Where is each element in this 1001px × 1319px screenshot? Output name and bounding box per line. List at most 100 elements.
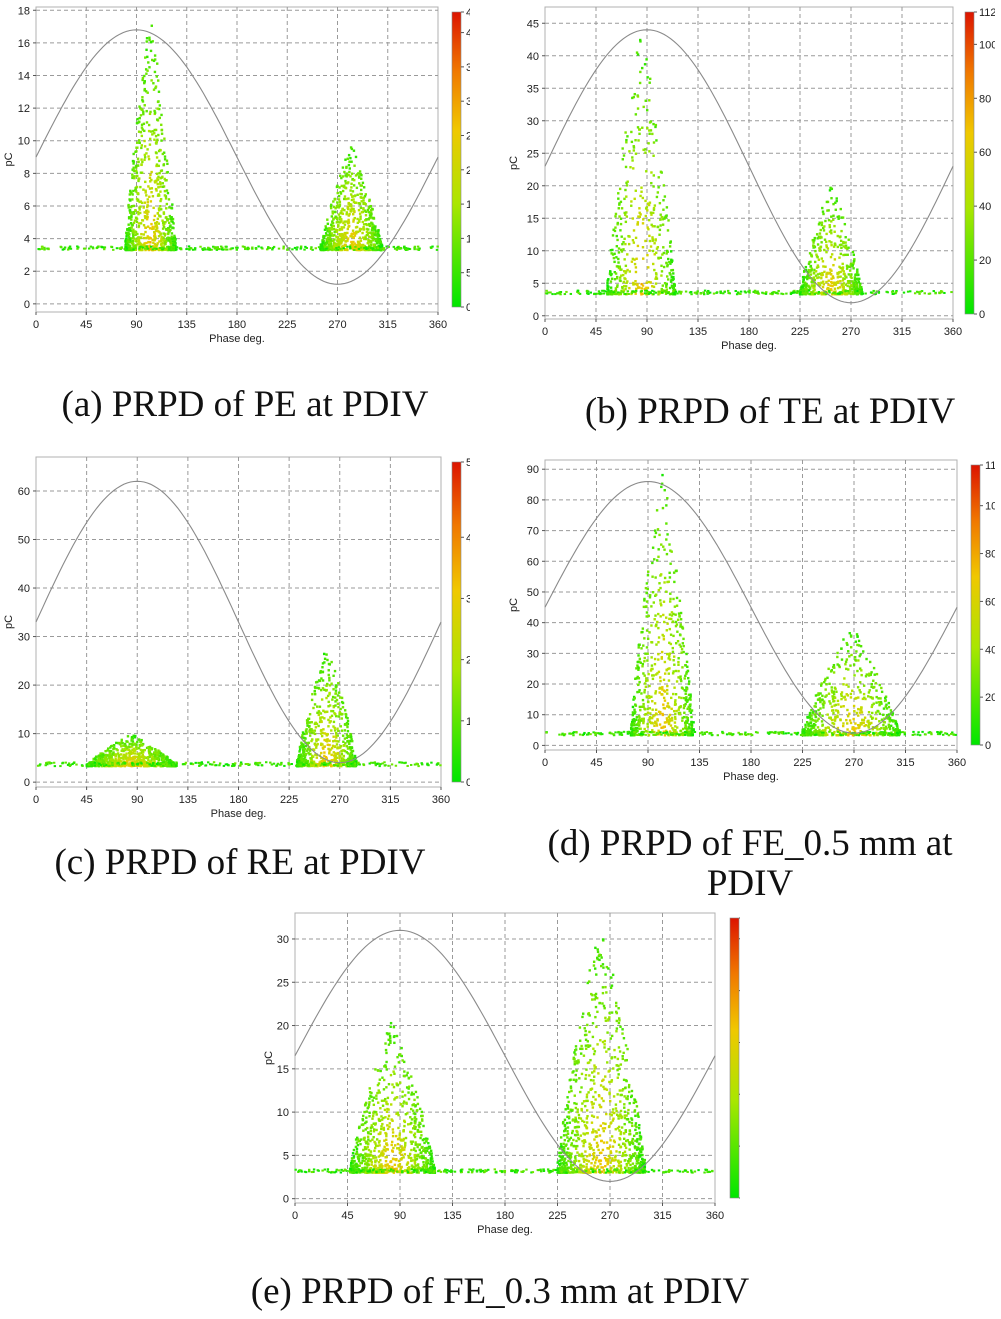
x-tick-label: 360	[429, 319, 447, 331]
data-point	[671, 726, 674, 730]
data-point	[153, 238, 156, 242]
data-point	[344, 712, 347, 716]
y-tick-label: 35	[527, 83, 539, 95]
data-point	[145, 211, 148, 214]
data-point	[833, 281, 837, 284]
data-point	[159, 205, 162, 208]
data-point	[322, 764, 325, 768]
data-point	[631, 96, 634, 100]
data-point	[333, 745, 337, 748]
data-point	[340, 729, 344, 732]
data-point	[321, 716, 324, 719]
data-point	[302, 750, 306, 754]
data-point	[110, 755, 113, 759]
data-point	[146, 756, 149, 760]
baseline-point	[287, 762, 290, 765]
data-point	[845, 293, 849, 296]
data-point	[334, 215, 337, 218]
baseline-point	[348, 762, 351, 765]
data-point	[146, 225, 150, 228]
data-point	[155, 243, 159, 247]
data-point	[368, 248, 371, 251]
data-point	[371, 226, 375, 230]
data-point	[137, 212, 140, 216]
data-point	[821, 210, 825, 213]
data-point	[125, 243, 128, 247]
data-point	[634, 236, 638, 240]
data-point	[166, 219, 169, 222]
caption-b: (b) PRPD of TE at PDIV	[584, 391, 956, 432]
baseline-point	[160, 761, 163, 764]
data-point	[134, 165, 138, 168]
baseline-point	[204, 248, 207, 251]
data-point	[345, 721, 349, 725]
data-point	[346, 719, 350, 723]
baseline-point	[291, 248, 294, 251]
baseline-point	[676, 292, 679, 295]
data-point	[668, 271, 671, 275]
baseline-point	[193, 247, 197, 250]
data-point	[844, 283, 848, 286]
data-point	[362, 225, 365, 229]
data-point	[331, 695, 335, 699]
data-point	[322, 236, 325, 239]
colorbar-tick-label: 112	[979, 7, 995, 19]
baseline-point	[416, 248, 419, 251]
data-point	[858, 283, 862, 287]
y-tick-label: 25	[527, 148, 539, 160]
baseline-point	[558, 291, 561, 294]
data-point	[142, 233, 145, 236]
baseline-point	[690, 293, 693, 296]
data-point	[831, 284, 834, 288]
data-point	[624, 188, 627, 192]
baseline-point	[191, 763, 195, 766]
data-point	[688, 707, 692, 711]
data-point	[810, 253, 813, 257]
data-point	[304, 752, 308, 756]
baseline-point	[321, 762, 324, 765]
data-point	[149, 49, 153, 53]
data-point	[141, 219, 145, 222]
data-point	[808, 287, 812, 290]
data-point	[843, 291, 847, 294]
data-point	[838, 286, 842, 289]
baseline-point	[48, 762, 52, 765]
baseline-point	[393, 247, 397, 250]
data-point	[343, 195, 347, 198]
baseline-point	[346, 763, 349, 766]
data-point	[341, 233, 345, 237]
data-point	[151, 130, 155, 133]
baseline-point	[324, 245, 327, 248]
data-point	[142, 122, 146, 126]
data-point	[651, 225, 654, 228]
data-point	[813, 281, 816, 285]
baseline-point	[244, 248, 247, 251]
data-point	[140, 755, 143, 759]
data-point	[334, 713, 337, 716]
data-point	[147, 748, 151, 752]
data-point	[634, 113, 638, 116]
data-point	[331, 698, 334, 701]
data-point	[357, 175, 361, 178]
baseline-point	[392, 245, 396, 248]
baseline-point	[167, 761, 171, 764]
data-point	[173, 238, 176, 242]
baseline-point	[347, 763, 351, 766]
baseline-point	[102, 763, 105, 766]
data-point	[378, 239, 381, 242]
data-point	[334, 198, 337, 201]
data-point	[353, 216, 356, 220]
data-point	[147, 185, 150, 188]
data-point	[820, 257, 824, 260]
data-point	[606, 293, 609, 296]
data-point	[300, 759, 304, 762]
data-point	[637, 683, 640, 687]
data-point	[128, 209, 131, 212]
baseline-point	[651, 289, 654, 292]
data-point	[826, 247, 830, 250]
baseline-point	[68, 247, 71, 250]
data-point	[143, 145, 147, 148]
colorbar-tick-label: 0	[979, 309, 985, 321]
data-point	[138, 752, 142, 755]
data-point	[321, 244, 325, 248]
